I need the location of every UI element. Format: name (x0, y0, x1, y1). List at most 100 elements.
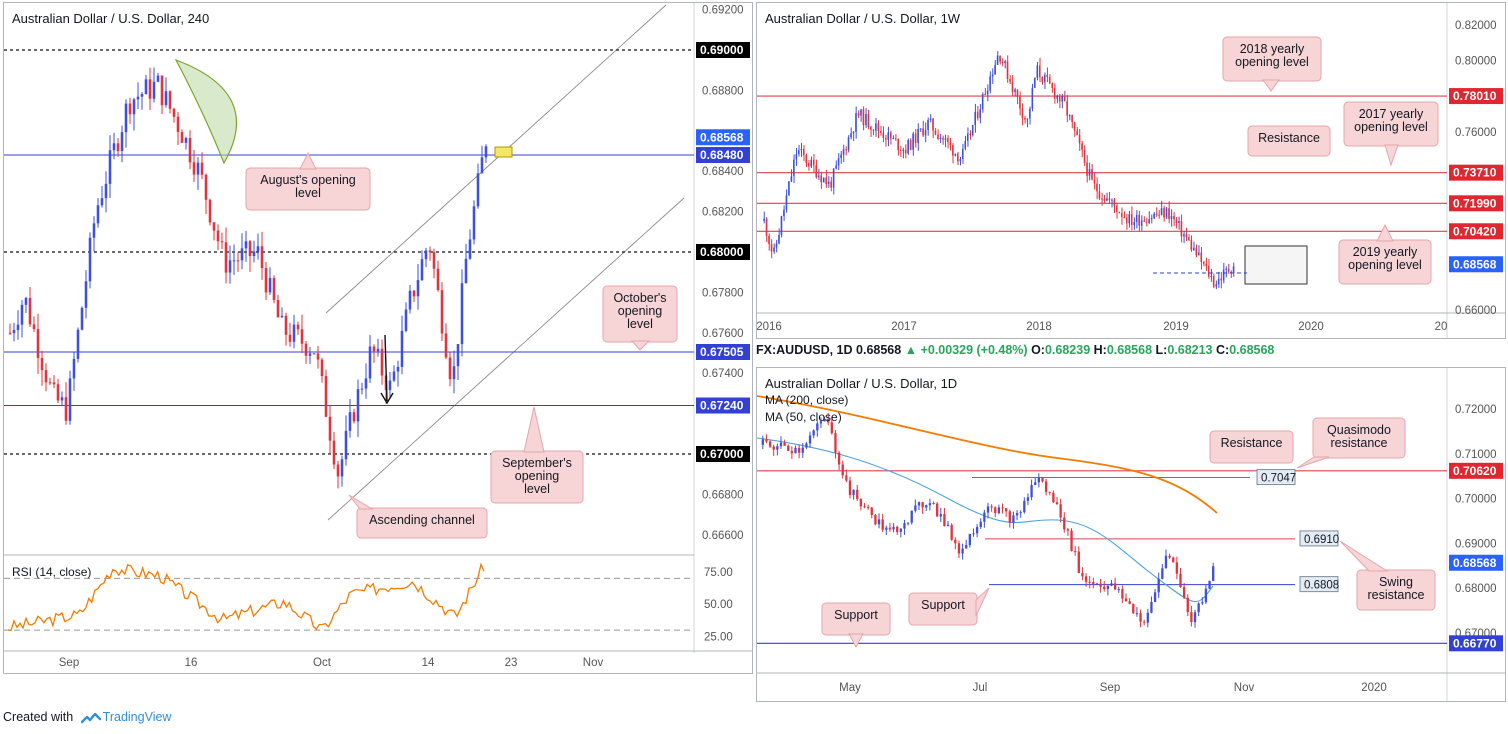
daily-candle (1139, 613, 1142, 622)
h4-candle (328, 416, 332, 441)
swing-callout-text: resistance (1368, 588, 1425, 602)
weekly-candle (1071, 115, 1073, 123)
daily-candle (1070, 530, 1073, 552)
daily-candle (772, 446, 775, 450)
ma50-line (757, 437, 1214, 603)
weekly-level-0.73710-tag-text: 0.73710 (1453, 166, 1497, 180)
weekly-candle (1061, 95, 1063, 102)
daily-candle (983, 512, 986, 522)
weekly-chart-canvas[interactable]: 0.82000 0.80000 0.76000 0.66000 2016 2017 2018… (757, 3, 1505, 338)
weekly-candle (798, 150, 800, 155)
daily-chart-canvas[interactable]: 0.720000.710000.700000.690000.680000.670… (757, 368, 1505, 701)
daily-candle (1164, 555, 1168, 569)
h4-candle (280, 315, 284, 318)
h4-candle (200, 162, 204, 175)
h4-chart-canvas[interactable]: 0.69200 0.68800 0.68400 0.68200 0.67800 0.676… (4, 3, 752, 673)
daily-candle (1113, 583, 1117, 590)
h4-candle (232, 260, 236, 262)
weekly-candle (904, 149, 907, 154)
daily-candle (917, 502, 921, 506)
weekly-candle (835, 165, 837, 169)
weekly-candle (1128, 214, 1131, 224)
weekly-candle (1088, 169, 1091, 176)
h4-candle (132, 99, 136, 115)
daily-candle (808, 435, 812, 444)
daily-candle (1066, 529, 1070, 531)
daily-candle (1099, 583, 1102, 587)
weekly-candle (1029, 108, 1031, 119)
weekly-candle (785, 195, 788, 210)
h4-candle (208, 199, 212, 223)
h4-candle (332, 440, 336, 465)
h4-candle (300, 329, 304, 344)
y2017-callout-text: 2017 yearly (1359, 107, 1424, 121)
weekly-candle (934, 130, 937, 135)
weekly-candle (907, 140, 909, 154)
weekly-candle (947, 138, 949, 143)
daily-candle (1004, 508, 1008, 512)
weekly-level-0.73710-tag (1449, 164, 1503, 181)
weekly-candle (1086, 162, 1088, 176)
footer-credit[interactable]: Created with TradingView (3, 710, 171, 724)
daily-candle (790, 450, 794, 454)
swing-callout-text: Swing (1379, 575, 1413, 589)
september-callout-pointer (523, 406, 545, 453)
level-0.68480-tag-text: 0.68480 (700, 148, 744, 162)
h4-candle (452, 366, 456, 380)
h4-candle (60, 397, 64, 401)
h4-candle (380, 348, 384, 376)
h4-candle (172, 108, 176, 117)
weekly-candle (775, 243, 778, 248)
h4-candle (424, 250, 428, 260)
level-0.68000-tag (696, 244, 750, 260)
daily-candle (972, 533, 975, 535)
daily-candle (950, 524, 953, 540)
daily-candle (856, 489, 859, 499)
weekly-candle (1103, 198, 1106, 201)
daily-candle (776, 446, 779, 450)
close-label: C: (1216, 343, 1230, 357)
daily-candle (1037, 477, 1041, 483)
level-0.68480-tag (696, 147, 750, 164)
daily-candle (1030, 484, 1033, 498)
daily-candle (877, 519, 881, 525)
daily-price-tick: 0.71000 (1455, 449, 1497, 461)
h4-candle (484, 146, 488, 158)
weekly-candle (1096, 183, 1098, 192)
weekly-chart-panel[interactable]: 0.82000 0.80000 0.76000 0.66000 2016 2017 2018… (756, 2, 1506, 339)
weekly-candle (1063, 95, 1066, 102)
daily-level-0.70620-tag-text: 0.70620 (1453, 464, 1497, 478)
weekly-candle (1217, 278, 1220, 285)
h4-candle (392, 371, 396, 381)
daily-chart-panel[interactable]: 0.72000 0.71000 0.70000 0.69000 0.68000 0.670… (756, 367, 1506, 702)
h4-candle (104, 183, 108, 199)
h4-candle (108, 150, 112, 184)
weekly-candle (1183, 234, 1185, 237)
weekly-candle (800, 148, 803, 151)
october-callout-text: opening (618, 304, 663, 318)
daily-candle (837, 452, 841, 465)
daily-price-tick: 0.70000 (1455, 494, 1497, 506)
daily-candle (1077, 551, 1080, 573)
h4-candle (400, 330, 404, 367)
daily-candle (1001, 507, 1004, 509)
weekly-candle (894, 138, 897, 140)
weekly-candle (994, 64, 996, 75)
h4-candle (436, 268, 440, 291)
h4-chart-title: Australian Dollar / U.S. Dollar, 240 (12, 11, 210, 26)
daily-candle (823, 419, 826, 422)
weekly-candle (1038, 65, 1041, 78)
weekly-level-0.70420-tag (1449, 223, 1503, 240)
daily-candle (841, 464, 844, 476)
daily-candle (1048, 491, 1051, 493)
weekly-candle (1185, 234, 1188, 238)
ma200-label: MA (200, close) (765, 393, 849, 407)
weekly-candle (1120, 213, 1123, 217)
daily-candle (1034, 482, 1037, 485)
weekly-candle (944, 138, 947, 140)
h4-candle (92, 223, 96, 238)
weekly-candle (1076, 130, 1078, 136)
weekly-candle (1140, 220, 1143, 226)
h4-chart-panel[interactable]: 0.69200 0.68800 0.68400 0.68200 0.67800 0.676… (3, 2, 753, 674)
time-tick-label: 16 (185, 657, 198, 669)
